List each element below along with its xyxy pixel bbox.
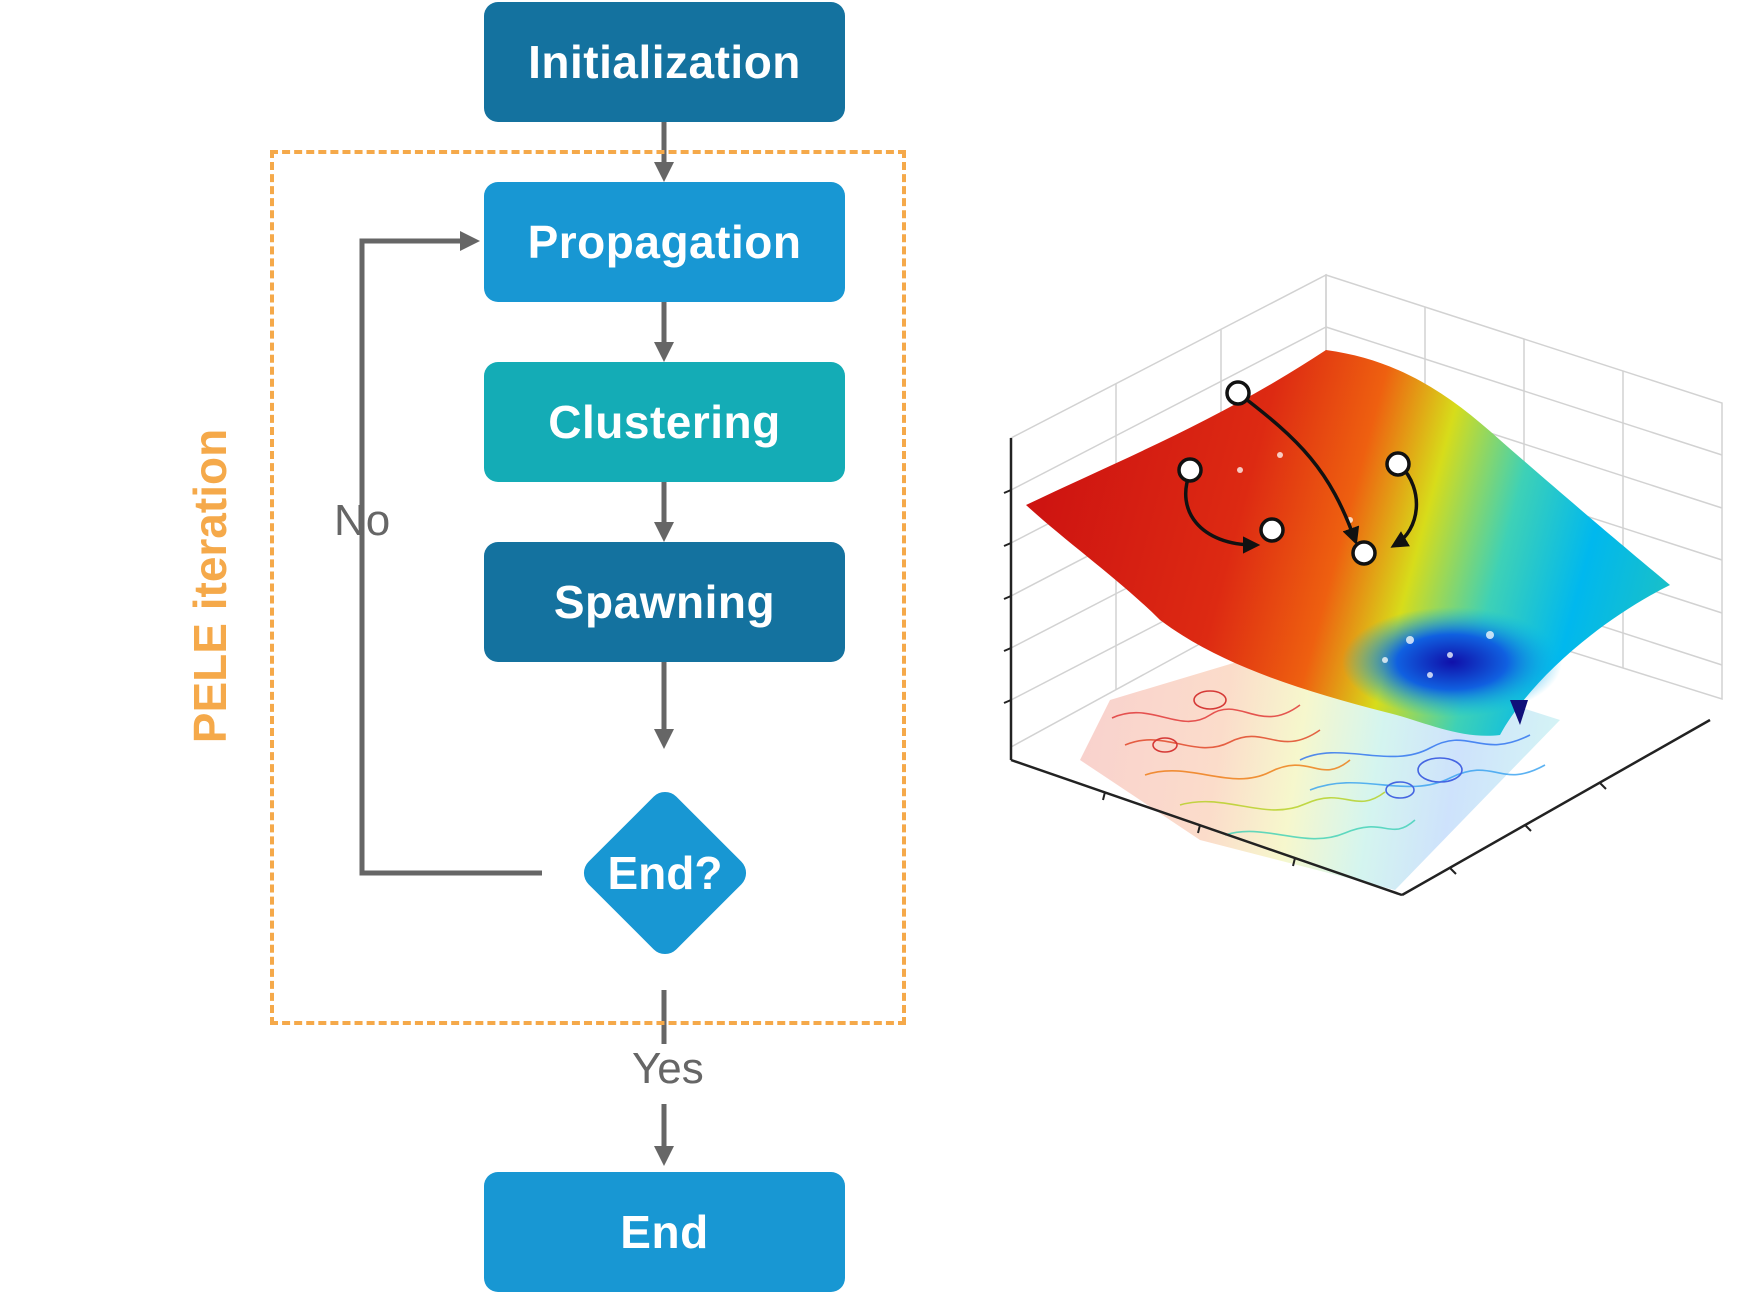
trajectory-node <box>1385 451 1411 477</box>
yes-label: Yes <box>628 1044 708 1094</box>
decision-diamond <box>583 791 747 955</box>
trajectory-node <box>1351 540 1377 566</box>
spawning-box: Spawning <box>484 542 845 662</box>
decision-label: End? <box>607 847 723 899</box>
trajectory-node <box>1225 380 1251 406</box>
trajectory-node <box>1259 517 1285 543</box>
no-label: No <box>334 496 391 545</box>
trajectory-node <box>1177 457 1203 483</box>
pele-iteration-label: PELE iteration <box>184 428 236 744</box>
energy-landscape-3d <box>1003 273 1723 897</box>
clustering-box: Clustering <box>484 362 845 482</box>
initialization-box: Initialization <box>484 2 845 122</box>
end-box: End <box>484 1172 845 1292</box>
pele-iteration-frame <box>270 150 906 1025</box>
propagation-box: Propagation <box>484 182 845 302</box>
energy-well <box>1342 607 1562 717</box>
arrow-no-loop-back <box>359 231 542 876</box>
